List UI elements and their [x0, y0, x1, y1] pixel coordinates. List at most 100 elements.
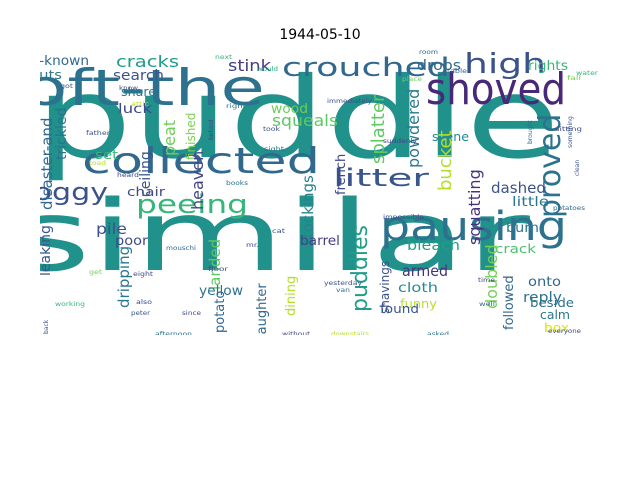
word-also: also [136, 299, 152, 306]
word-dripping: dripping [115, 246, 133, 308]
word-loft-the: loft-the [40, 59, 265, 117]
word-time: time [478, 277, 495, 284]
word-laughter: laughter [255, 283, 270, 335]
word-fall: fall [567, 75, 582, 82]
word-crack: crack [495, 242, 536, 256]
word-father: father [86, 130, 111, 137]
word-behind: behind [208, 119, 215, 140]
word-finished: finished [184, 113, 198, 160]
word-found: found [380, 302, 419, 316]
word-floor: floor [208, 266, 229, 273]
word-would: would [257, 66, 278, 73]
word-potato: potato [213, 291, 228, 333]
word-pausing: pausing [380, 204, 567, 250]
word-squatting: squatting [465, 169, 484, 245]
word-water: water [576, 70, 599, 77]
word-followed: followed [502, 275, 517, 330]
word-trickled: trickled [54, 108, 70, 160]
word-immediately: immediately [327, 98, 373, 105]
word-impossible: impossible [383, 214, 424, 221]
chart-title: 1944-05-10 [279, 27, 361, 43]
word-ceiling: ceiling [138, 151, 154, 197]
word-rights: rights [528, 59, 568, 74]
word-calm: calm [540, 308, 570, 322]
word-got: got [60, 83, 74, 90]
word-soggy: soggy [40, 178, 108, 206]
word-well: well [479, 301, 495, 308]
word-downstairs: downstairs [331, 331, 369, 335]
word-puddle: puddle [40, 54, 560, 184]
word-clean: clean [574, 160, 581, 176]
word-high: high [464, 50, 546, 80]
word-beside: beside [530, 296, 574, 310]
word-burn: burn [506, 221, 539, 236]
word-leaking: leaking [40, 225, 54, 276]
word-cloth: cloth [398, 281, 438, 296]
word-yellow: yellow [199, 284, 243, 299]
word-working: working [55, 301, 85, 308]
word-potatoes: potatoes [553, 205, 585, 212]
word-place: place [402, 76, 422, 83]
word-room: room [419, 50, 438, 56]
word-mr-: mr. [246, 242, 259, 249]
word-landed: landed [206, 239, 224, 290]
word-since: since [182, 310, 201, 317]
word-yesterday: yesterday [324, 280, 363, 287]
word-pile: pile [96, 220, 127, 238]
word-squeals: squeals [272, 111, 338, 130]
word-doubled: doubled [482, 244, 501, 309]
word-mouschi: mouschi [166, 245, 196, 252]
word-scene: scene [432, 130, 469, 144]
word-peeing: peeing [136, 190, 248, 220]
word-table: table [447, 68, 467, 75]
word-powdered: powdered [404, 89, 423, 168]
word-french: french [334, 154, 349, 195]
word-cat: cat [272, 228, 286, 235]
word-crouched: crouched [282, 53, 450, 83]
word-shouts: shouts [40, 68, 62, 82]
word-heaven: heaven [188, 151, 207, 210]
word-funny: funny [400, 297, 437, 311]
word-know: know [119, 85, 138, 92]
word-get: get [89, 269, 103, 276]
word-afternoon: afternoon [155, 331, 192, 335]
word-stink: stink [228, 56, 272, 75]
word-chair: chair [127, 185, 165, 199]
word-share: share [121, 85, 156, 99]
word-onto: onto [528, 275, 561, 290]
word-splatter: splatter [368, 94, 389, 164]
word-litter: litter [333, 164, 429, 192]
word-books: books [226, 180, 248, 187]
word-little: little [512, 195, 549, 210]
word-shavings: shavings [378, 261, 392, 314]
word-luck: luck [118, 102, 153, 117]
word-disaster-and: disaster-and [40, 118, 56, 210]
word-brought: brought [527, 120, 534, 144]
word-attic: attic [131, 101, 149, 108]
word-puddles: puddles [348, 225, 373, 312]
word-something: something [567, 116, 574, 148]
word-collected: collected [82, 141, 320, 182]
word-took: took [263, 126, 281, 133]
word-back: back [43, 319, 50, 334]
word-suddenly: suddenly [383, 138, 418, 145]
word-bleach: bleach [407, 238, 460, 254]
word-armed: armed [402, 262, 448, 280]
word-sight: sight [264, 146, 285, 153]
word-search: search [113, 68, 164, 84]
word-peat: peat [160, 120, 179, 156]
word-asked: asked [427, 331, 449, 335]
word-proved: proved [533, 114, 568, 218]
word-well-known: well-known [40, 54, 89, 69]
word-set: set [95, 148, 118, 162]
word-toad: toad [89, 160, 106, 167]
word-heard: heard [117, 172, 139, 179]
word-eight: eight [133, 271, 154, 278]
word-poor: poor [115, 234, 149, 249]
word-sitting: sitting [555, 126, 582, 133]
word-shoved: shoved [426, 64, 566, 115]
word-reply: reply [523, 290, 562, 306]
word-bucket: bucket [435, 130, 456, 191]
word-stockings: stockings [299, 175, 317, 246]
